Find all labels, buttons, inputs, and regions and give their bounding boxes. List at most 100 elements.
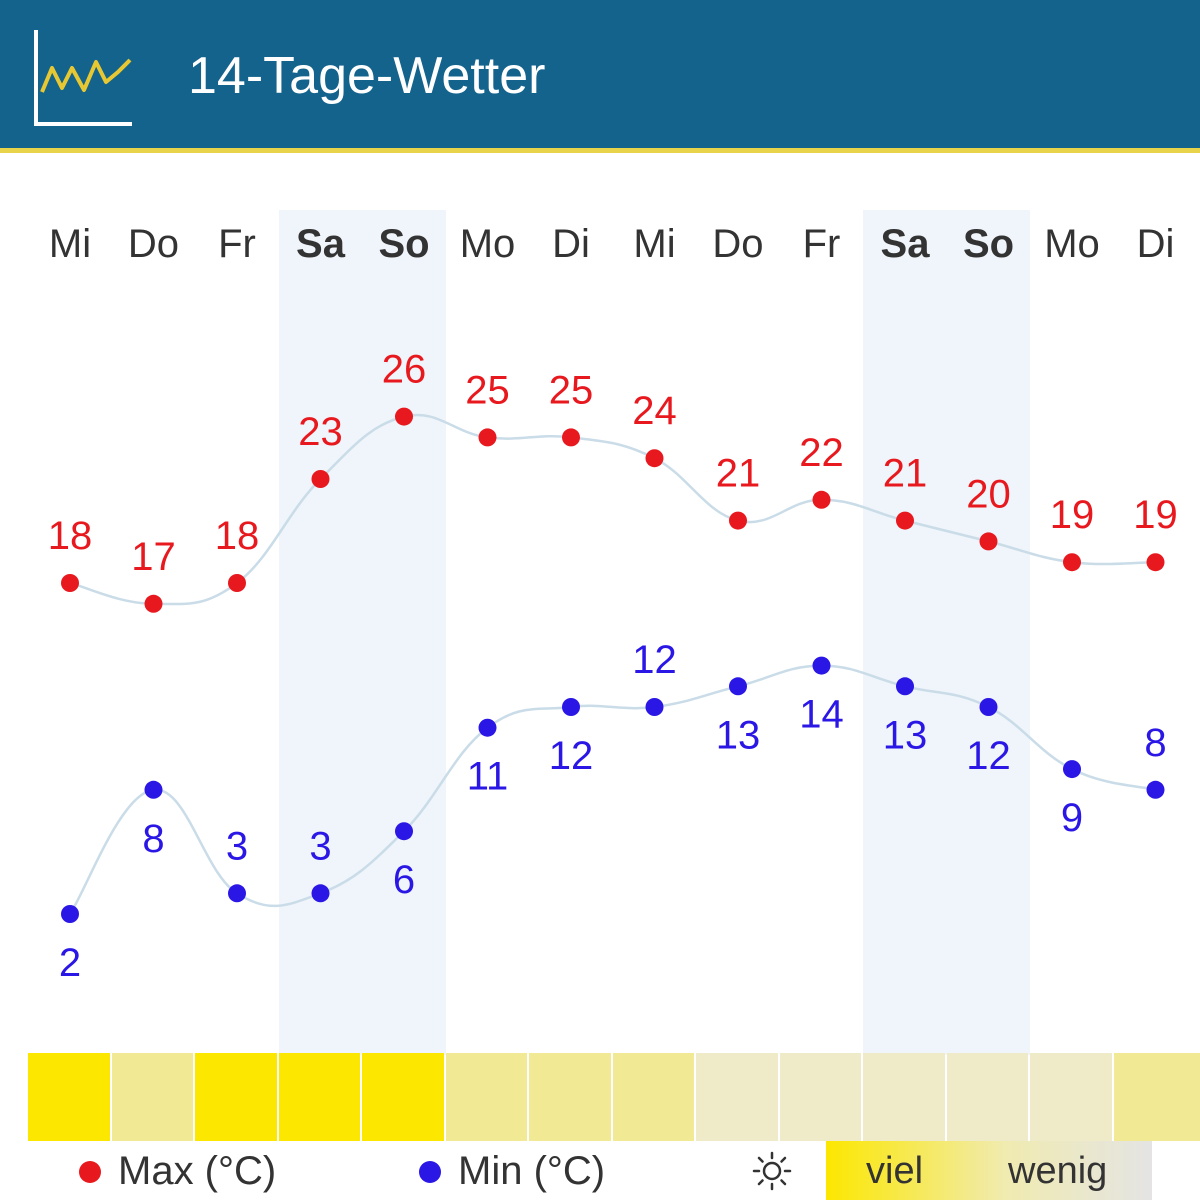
legend-min-label: Min (°C) — [458, 1149, 606, 1193]
max-value-label: 24 — [632, 389, 677, 433]
sunshine-cell — [779, 1053, 861, 1141]
day-label: Sa — [880, 222, 930, 266]
legend-min-dot — [419, 1161, 441, 1183]
max-value-label: 17 — [131, 535, 176, 579]
min-point — [979, 698, 998, 716]
min-point — [729, 677, 747, 696]
app-header: 14-Tage-Wetter — [0, 0, 1200, 153]
min-point — [812, 656, 831, 675]
max-point — [645, 449, 664, 468]
max-value-label: 20 — [966, 472, 1011, 516]
day-label: Fr — [218, 222, 256, 266]
max-value-label: 21 — [883, 452, 928, 496]
min-value-label: 8 — [142, 817, 164, 861]
max-point — [144, 594, 163, 613]
day-label: Mi — [48, 222, 92, 266]
day-label: Fr — [802, 222, 841, 266]
min-value-label: 13 — [883, 713, 928, 757]
min-value-label: 3 — [226, 824, 248, 868]
min-point — [562, 698, 580, 716]
max-point — [562, 428, 580, 447]
max-value-label: 19 — [1050, 493, 1095, 537]
max-point — [478, 428, 497, 447]
min-value-label: 12 — [632, 638, 677, 682]
min-point — [645, 698, 664, 716]
min-point — [1146, 780, 1165, 799]
sunshine-cell — [529, 1053, 611, 1141]
page-title: 14-Tage-Wetter — [188, 47, 546, 105]
min-value-label: 2 — [59, 941, 81, 985]
max-value-label: 18 — [215, 514, 260, 558]
min-value-label: 13 — [716, 713, 761, 757]
min-point — [61, 905, 79, 923]
max-point — [1146, 553, 1165, 572]
sun-icon — [752, 1151, 792, 1191]
legend-max-label: Max (°C) — [118, 1149, 277, 1193]
weekend-band — [278, 210, 446, 1055]
max-point — [1063, 553, 1081, 572]
max-value-label: 26 — [382, 348, 427, 392]
sunshine-cell — [111, 1053, 193, 1141]
min-point — [311, 884, 330, 903]
day-label: So — [962, 222, 1015, 266]
min-point — [395, 822, 413, 841]
sunshine-cell — [278, 1053, 360, 1141]
min-value-label: 9 — [1061, 796, 1083, 840]
day-label: Di — [552, 222, 590, 266]
temperature-chart-icon — [34, 30, 132, 126]
legend-max-dot — [79, 1161, 101, 1183]
max-series-line — [69, 413, 1156, 606]
max-value-label: 21 — [716, 452, 761, 496]
day-label: Di — [1136, 222, 1175, 266]
min-value-label: 12 — [966, 734, 1011, 778]
min-value-label: 11 — [467, 755, 509, 799]
day-label: Mi — [633, 222, 676, 266]
min-point — [896, 677, 914, 696]
scale-low-label: wenig — [1008, 1150, 1108, 1192]
max-point — [311, 470, 330, 488]
max-value-label: 25 — [549, 368, 594, 412]
min-value-label: 3 — [309, 824, 331, 868]
max-point — [61, 574, 79, 592]
max-point — [395, 407, 413, 426]
sunshine-cell — [445, 1053, 527, 1141]
weekend-band — [863, 210, 1031, 1055]
sunshine-cell — [863, 1053, 945, 1141]
min-value-label: 14 — [799, 693, 844, 737]
max-point — [729, 511, 747, 530]
max-value-label: 25 — [465, 368, 510, 412]
legend: Max (°C) Min (°C) viel wenig — [0, 1141, 1200, 1200]
sunshine-cell — [1030, 1053, 1112, 1141]
sunshine-scale: viel wenig — [826, 1141, 1152, 1200]
sunshine-cell — [696, 1053, 778, 1141]
sunshine-cell — [195, 1053, 277, 1141]
min-point — [144, 780, 163, 799]
sunshine-cell — [946, 1053, 1028, 1141]
day-label: Do — [712, 222, 764, 266]
sunshine-cell — [612, 1053, 694, 1141]
min-value-label: 6 — [393, 858, 415, 902]
min-point — [478, 718, 497, 737]
max-value-label: 18 — [48, 514, 93, 558]
sunshine-cell — [362, 1053, 444, 1141]
day-label: Sa — [296, 222, 345, 266]
min-series-line — [68, 664, 1156, 915]
max-value-label: 19 — [1133, 493, 1178, 537]
max-value-label: 22 — [799, 431, 844, 475]
min-value-label: 12 — [549, 734, 594, 778]
max-point — [896, 511, 914, 530]
min-value-label: 8 — [1144, 721, 1166, 765]
day-label: Mo — [1044, 222, 1100, 266]
day-label: So — [378, 222, 430, 266]
sunshine-cell — [28, 1053, 110, 1141]
max-value-label: 23 — [298, 410, 343, 454]
min-point — [1063, 760, 1081, 779]
max-point — [812, 490, 831, 509]
sunshine-cell — [1113, 1053, 1200, 1141]
day-label: Mo — [459, 222, 516, 266]
scale-high-label: viel — [866, 1150, 924, 1192]
min-point — [228, 884, 246, 903]
max-point — [979, 532, 998, 551]
max-point — [228, 574, 246, 592]
